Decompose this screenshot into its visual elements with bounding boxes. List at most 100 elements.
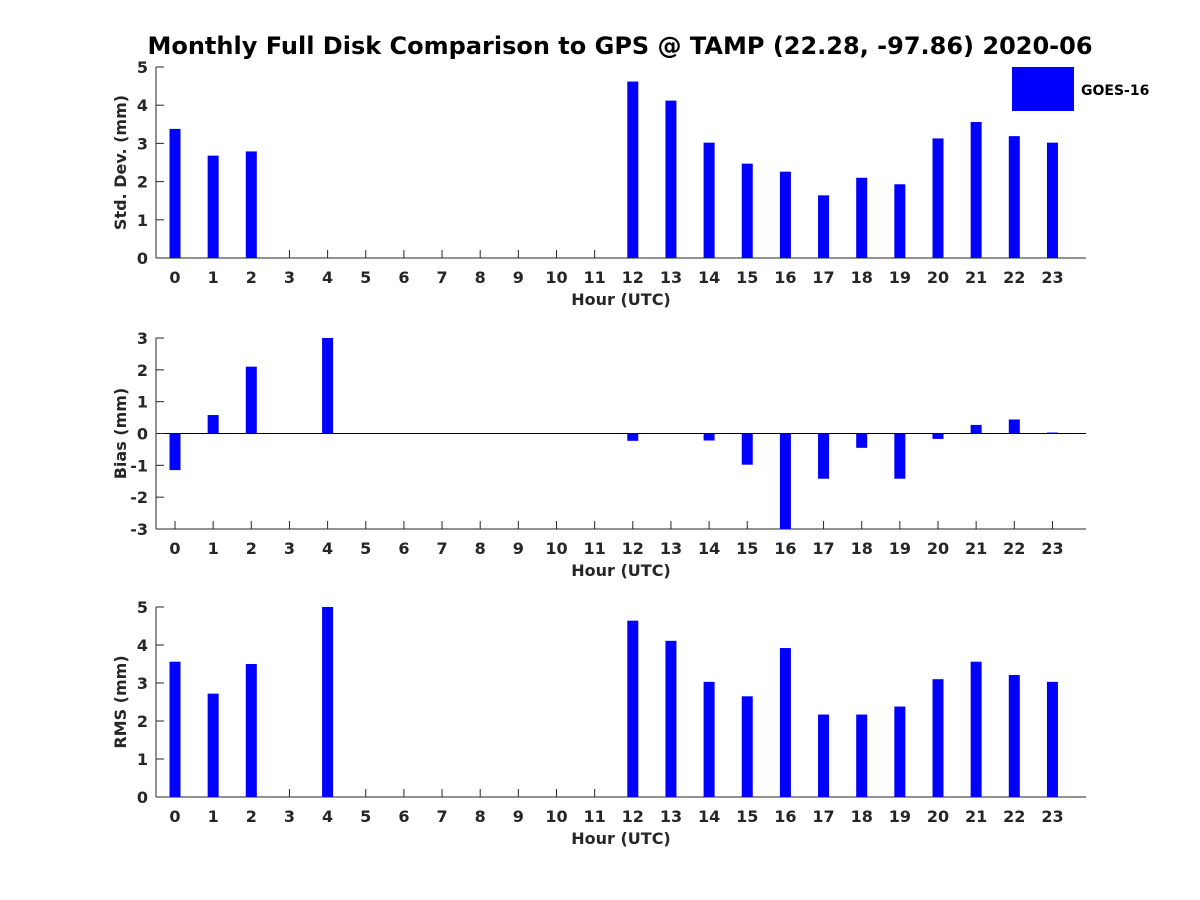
std-dev-y-tick-label: 1 [137, 211, 148, 230]
bias-x-tick-label: 2 [246, 539, 257, 558]
bias-bar-0 [169, 433, 181, 471]
bias-x-tick-label: 19 [889, 539, 911, 558]
std-dev-x-tick-label: 16 [774, 268, 796, 287]
bias-bar-19 [894, 433, 906, 479]
std-dev-x-tick-label: 13 [660, 268, 682, 287]
bias-y-axis-label: Bias (mm) [111, 388, 130, 480]
std-dev-x-tick-label: 0 [169, 268, 180, 287]
bias-bar-17 [818, 433, 830, 479]
bias-bar-2 [245, 366, 257, 434]
std-dev-x-tick-label: 3 [284, 268, 295, 287]
rms-bar-2 [245, 664, 257, 797]
rms-x-tick-label: 16 [774, 807, 796, 826]
bias-x-tick-label: 21 [965, 539, 987, 558]
rms-bar-1 [207, 693, 219, 797]
bias-x-tick-label: 14 [698, 539, 720, 558]
rms-y-tick-label: 3 [137, 674, 148, 693]
std-dev-y-tick-label: 2 [137, 173, 148, 192]
bias-x-tick-label: 17 [812, 539, 834, 558]
bias-x-tick-label: 8 [475, 539, 486, 558]
std-dev-bar-19 [894, 184, 906, 258]
std-dev-bar-17 [818, 195, 830, 258]
rms-y-tick-label: 0 [137, 788, 148, 807]
bias-x-tick-label: 5 [360, 539, 371, 558]
bias-bar-23 [1046, 432, 1058, 434]
rms-y-axis-label: RMS (mm) [111, 655, 130, 748]
std-dev-bar-16 [779, 171, 791, 258]
std-dev-bar-13 [665, 100, 677, 258]
std-dev-x-tick-label: 20 [927, 268, 949, 287]
bias-x-tick-label: 4 [322, 539, 333, 558]
std-dev-bar-0 [169, 128, 181, 258]
std-dev-x-tick-label: 9 [513, 268, 524, 287]
std-dev-bar-22 [1008, 136, 1020, 258]
std-dev-y-tick-label: 4 [137, 96, 148, 115]
bias-bar-1 [207, 415, 219, 434]
rms-bar-0 [169, 661, 181, 797]
rms-y-tick-label: 1 [137, 750, 148, 769]
bias-bar-12 [627, 433, 639, 441]
rms-bar-18 [856, 714, 868, 797]
std-dev-x-tick-label: 18 [851, 268, 873, 287]
bias-x-tick-label: 7 [436, 539, 447, 558]
std-dev-x-tick-label: 17 [812, 268, 834, 287]
std-dev-bar-12 [627, 81, 639, 259]
bias-y-tick-label: 3 [137, 329, 148, 348]
std-dev-x-tick-label: 22 [1003, 268, 1025, 287]
std-dev-x-tick-label: 10 [545, 268, 567, 287]
rms-bar-23 [1046, 681, 1058, 797]
bias-y-tick-label: -1 [130, 456, 148, 475]
rms-x-tick-label: 23 [1041, 807, 1063, 826]
rms-bar-12 [627, 620, 639, 797]
bias-x-tick-label: 0 [169, 539, 180, 558]
std-dev-y-tick-label: 3 [137, 134, 148, 153]
rms-x-tick-label: 17 [812, 807, 834, 826]
rms-x-tick-label: 5 [360, 807, 371, 826]
std-dev-x-tick-label: 8 [475, 268, 486, 287]
legend-label: GOES-16 [1081, 83, 1149, 99]
std-dev-x-tick-label: 6 [398, 268, 409, 287]
rms-x-tick-label: 2 [246, 807, 257, 826]
rms-y-tick-label: 4 [137, 636, 148, 655]
bias-bar-20 [932, 433, 944, 439]
rms-x-tick-label: 3 [284, 807, 295, 826]
rms-x-tick-label: 22 [1003, 807, 1025, 826]
rms-bar-16 [779, 648, 791, 797]
std-dev-bar-20 [932, 138, 944, 258]
bias-y-tick-label: -3 [130, 520, 148, 539]
bias-x-tick-label: 22 [1003, 539, 1025, 558]
rms-bar-22 [1008, 675, 1020, 797]
bias-x-tick-label: 6 [398, 539, 409, 558]
rms-bar-15 [741, 696, 753, 797]
bias-x-tick-label: 9 [513, 539, 524, 558]
std-dev-x-tick-label: 7 [436, 268, 447, 287]
std-dev-x-tick-label: 2 [246, 268, 257, 287]
rms-bar-19 [894, 706, 906, 797]
rms-bar-14 [703, 681, 715, 797]
rms-x-tick-label: 14 [698, 807, 720, 826]
bias-x-tick-label: 1 [208, 539, 219, 558]
rms-x-tick-label: 1 [208, 807, 219, 826]
std-dev-x-axis-label: Hour (UTC) [571, 290, 671, 309]
bias-x-axis-label: Hour (UTC) [571, 561, 671, 580]
rms-x-tick-label: 21 [965, 807, 987, 826]
bias-x-tick-label: 15 [736, 539, 758, 558]
legend-swatch [1012, 67, 1074, 111]
std-dev-x-tick-label: 4 [322, 268, 333, 287]
std-dev-y-tick-label: 0 [137, 249, 148, 268]
std-dev-x-tick-label: 14 [698, 268, 720, 287]
rms-x-tick-label: 9 [513, 807, 524, 826]
std-dev-x-tick-label: 23 [1041, 268, 1063, 287]
rms-x-tick-label: 20 [927, 807, 949, 826]
rms-x-tick-label: 15 [736, 807, 758, 826]
rms-x-tick-label: 12 [622, 807, 644, 826]
bias-x-tick-label: 18 [851, 539, 873, 558]
bias-x-tick-label: 16 [774, 539, 796, 558]
bias-x-tick-label: 12 [622, 539, 644, 558]
std-dev-bar-18 [856, 177, 868, 258]
bias-bar-16 [779, 433, 791, 529]
rms-x-tick-label: 4 [322, 807, 333, 826]
rms-x-tick-label: 13 [660, 807, 682, 826]
